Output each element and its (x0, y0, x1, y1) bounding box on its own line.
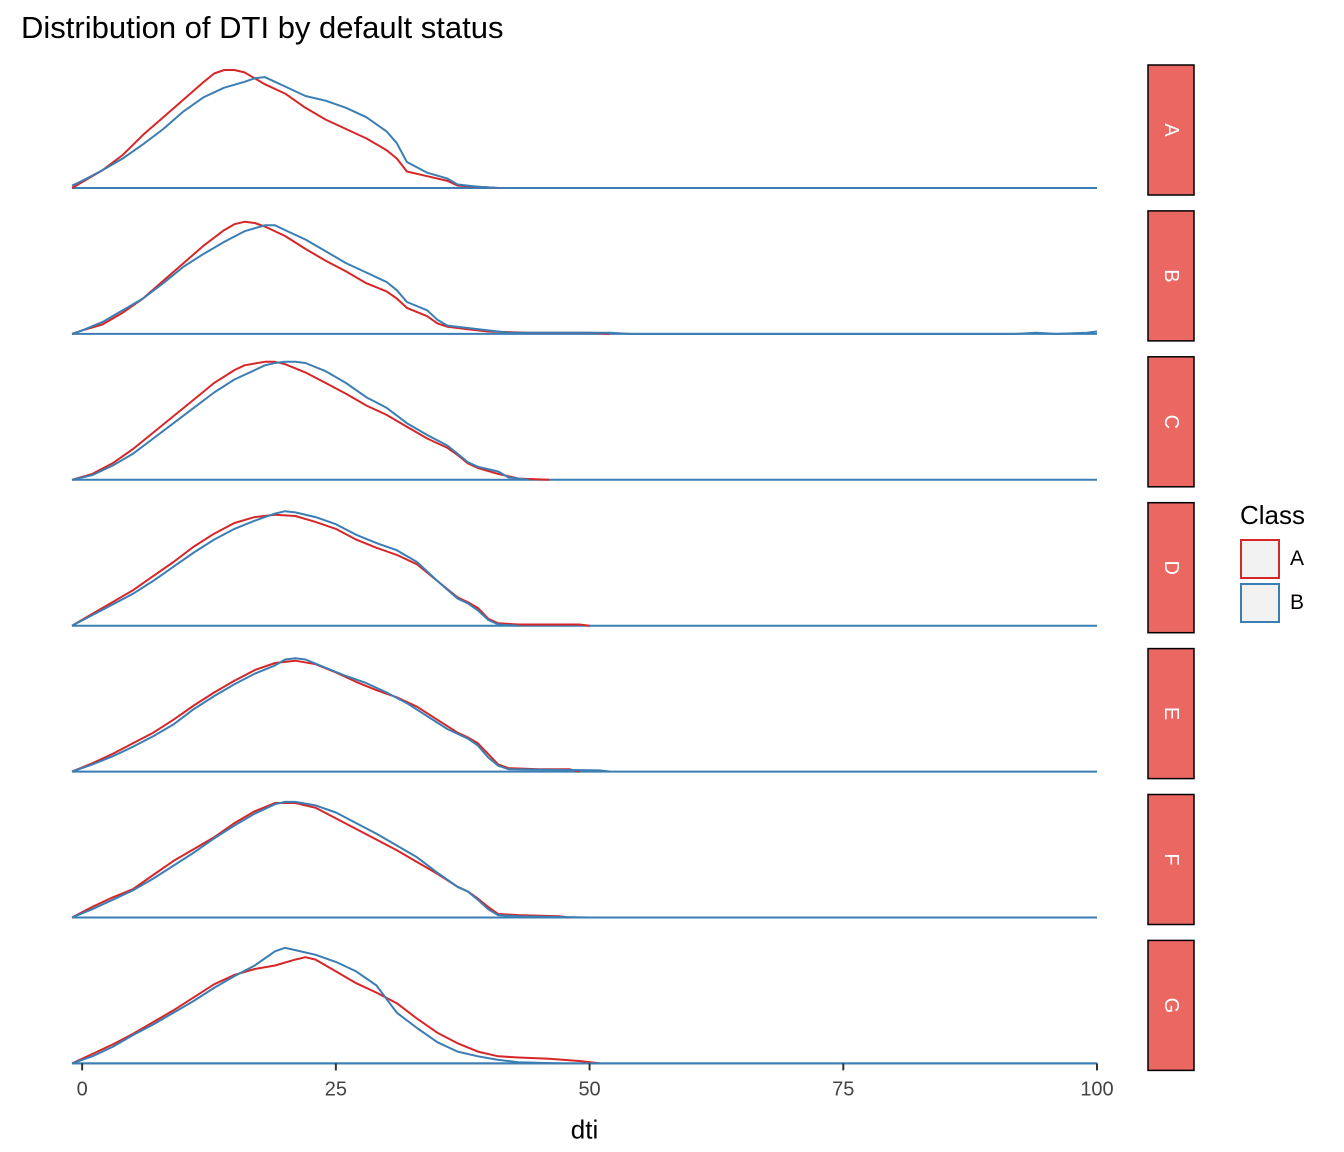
x-axis-label: dti (571, 1114, 598, 1144)
legend: Class A B (1240, 500, 1305, 625)
x-tick-label-0: 0 (77, 1078, 88, 1100)
density-b-panel-g (71, 946, 560, 1065)
x-tick-label-75: 75 (832, 1078, 854, 1100)
legend-key-b (1240, 583, 1280, 623)
facet-strip-d (1147, 501, 1195, 634)
facet-label-c: C (1160, 415, 1182, 429)
x-tick-label-50: 50 (578, 1078, 600, 1100)
facet-label-f: F (1160, 853, 1182, 865)
legend-title: Class (1240, 500, 1306, 530)
chart-title: Distribution of DTI by default status (21, 10, 504, 45)
density-a-panel-d (71, 513, 590, 627)
facet-label-d: D (1160, 560, 1182, 574)
density-a-panel-a (71, 69, 499, 189)
density-a-panel-e (71, 659, 580, 773)
facet-strip-e (1147, 647, 1195, 780)
density-a-panel-f (71, 802, 570, 919)
facet-label-b: B (1160, 269, 1182, 282)
density-b-panel-f (71, 800, 590, 919)
facet-strip-c (1147, 356, 1195, 488)
legend-label-a: A (1290, 547, 1305, 570)
x-tick-label-100: 100 (1080, 1078, 1113, 1100)
density-b-panel-b (71, 224, 1098, 335)
density-a-panel-c (71, 360, 550, 481)
density-b-panel-a (71, 76, 499, 189)
density-b-panel-e (71, 657, 611, 773)
facet-strip-f (1147, 793, 1195, 926)
facet-label-g: G (1160, 998, 1182, 1014)
legend-key-a (1240, 539, 1280, 579)
density-a-panel-b (71, 220, 610, 335)
facet-strip-a (1147, 64, 1195, 196)
density-a-panel-g (71, 956, 600, 1065)
density-b-panel-c (71, 360, 529, 481)
legend-label-b: B (1290, 591, 1305, 614)
legend-item-a: A (1240, 537, 1305, 581)
density-b-panel-d (71, 510, 519, 627)
facet-strip-b (1147, 210, 1195, 342)
facet-strip-g (1147, 939, 1195, 1072)
legend-item-b: B (1240, 581, 1305, 625)
facet-label-a: A (1160, 123, 1182, 137)
facet-label-e: E (1160, 707, 1182, 720)
x-tick-label-25: 25 (325, 1078, 347, 1100)
